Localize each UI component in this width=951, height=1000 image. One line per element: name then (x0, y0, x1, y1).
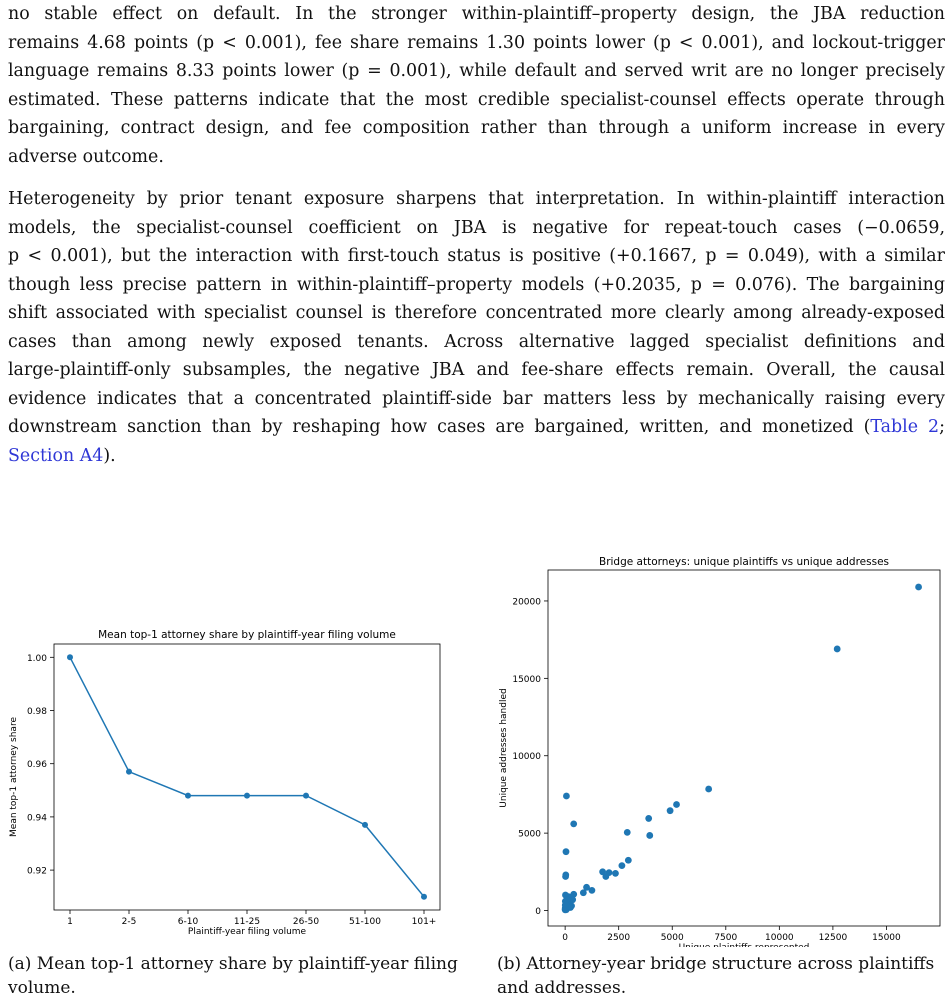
chart-b-point (645, 815, 653, 822)
chart-a-xtick-label: 2-5 (122, 917, 137, 927)
chart-a-point (67, 654, 73, 661)
paragraph-2-line: cases than among newly exposed tenants. … (8, 331, 945, 352)
section-a4-link[interactable]: Section A4 (8, 445, 104, 466)
chart-a-xtick-label: 26-50 (293, 917, 319, 927)
chart-b-ytick-label: 15000 (512, 675, 541, 685)
chart-a-ytick-label: 0.98 (27, 707, 47, 717)
paragraph-2-line: large-plaintiff-only subsamples, the neg… (8, 360, 945, 380)
chart-b-point (583, 883, 590, 891)
chart-a-xtick-label: 1 (67, 917, 73, 927)
chart-b-xtick-label: 2500 (607, 933, 630, 943)
figure-a-chart: Mean top-1 attorney share by plaintiff-y… (9, 629, 441, 937)
paragraph-2-line: shift associated with specialist counsel… (8, 303, 945, 323)
paragraph-1-line: remains 4.68 points (p < 0.001), fee sha… (8, 32, 945, 53)
chart-b-point (562, 848, 570, 856)
paragraph-2-line: p < 0.001), but the interaction with fir… (8, 246, 945, 266)
chart-b-point (624, 856, 632, 864)
ref-separator: ; (939, 417, 945, 437)
chart-b-point (673, 801, 680, 808)
paragraph-1-line: estimated. These patterns indicate that … (8, 89, 945, 110)
caption-b: (b) Attorney-year bridge structure acros… (497, 954, 935, 998)
chart-b-ytick-label: 10000 (512, 752, 541, 762)
chart-b-xtick-label: 7500 (714, 933, 737, 943)
chart-a-xtick-label: 6-10 (178, 917, 199, 927)
paragraph-1-line: adverse outcome. (8, 146, 164, 167)
chart-b-point (599, 868, 607, 876)
figure-b-chart: Bridge attorneys: unique plaintiffs vs u… (499, 556, 941, 947)
paragraph-2: Heterogeneity by prior tenant exposure s… (8, 185, 945, 470)
chart-a-point (421, 893, 427, 900)
chart-b-point (612, 869, 619, 877)
paragraph-2-line: though less precise pattern in within-pl… (8, 274, 945, 295)
chart-b-ytick-label: 5000 (518, 830, 541, 840)
chart-b-point (570, 820, 578, 828)
chart-b-point (562, 900, 570, 908)
chart-b-point (563, 792, 570, 800)
chart-b-point (570, 890, 578, 898)
chart-b-frame (547, 569, 941, 927)
chart-a-ytick-label: 1.00 (27, 654, 47, 664)
chart-a-title: Mean top-1 attorney share by plaintiff-y… (98, 629, 396, 641)
chart-b-ytick-label: 20000 (512, 597, 541, 607)
paragraph-1-line: bargaining, contract design, and fee com… (8, 118, 945, 138)
chart-b-point (588, 887, 596, 894)
ref-close: ). (103, 445, 116, 466)
chart-b-point (623, 828, 631, 836)
chart-b-xtick-label: 12500 (819, 933, 848, 943)
chart-b-xtick-label: 15000 (872, 933, 901, 943)
chart-a-xtick-label: 101+ (412, 917, 437, 927)
chart-a-xtick-label: 11-25 (234, 917, 260, 927)
paragraph-2-line-with-ref: downstream sanction than by reshaping ho… (8, 413, 945, 442)
table-2-link[interactable]: Table 2 (870, 417, 940, 437)
chart-b-point (666, 807, 674, 815)
chart-a-xtick-label: 51-100 (349, 917, 381, 927)
chart-b-title: Bridge attorneys: unique plaintiffs vs u… (599, 556, 889, 568)
chart-b-xtick-label: 5000 (661, 933, 684, 943)
chart-a-point (303, 792, 309, 799)
paragraph-2-line-last: Section A4). (8, 442, 945, 471)
chart-b-ylabel: Unique addresses handled (499, 688, 509, 807)
chart-b-point (915, 583, 922, 591)
chart-b-point (562, 873, 569, 880)
paragraph-2-line: evidence indicates that a concentrated p… (8, 388, 945, 409)
chart-a-ytick-label: 0.92 (27, 867, 47, 877)
chart-a-series-line (69, 656, 425, 898)
paragraph-2-line: Heterogeneity by prior tenant exposure s… (8, 189, 945, 209)
chart-a-xlabel: Plaintiff-year filing volume (188, 927, 307, 937)
chart-b-point (833, 645, 841, 653)
chart-b-point (579, 889, 587, 897)
chart-a-ytick-label: 0.94 (27, 813, 47, 823)
paragraph-1-line: no stable effect on default. In the stro… (8, 4, 945, 24)
paragraph-2-line-text: downstream sanction than by reshaping ho… (8, 417, 871, 437)
chart-b-ytick-label: 0 (535, 907, 541, 917)
chart-b-xlabel: Unique plaintiffs represented (679, 943, 810, 947)
chart-a-point (244, 792, 250, 799)
chart-b-point (618, 862, 626, 870)
chart-a-ytick-label: 0.96 (27, 760, 47, 770)
chart-a-point (126, 768, 132, 775)
chart-a-ylabel: Mean top-1 attorney share (9, 717, 19, 837)
paragraph-2-line: models, the specialist-counsel coefficie… (8, 217, 945, 238)
chart-b-point (705, 785, 713, 793)
chart-b-xtick-label: 0 (562, 933, 568, 943)
chart-b-point (646, 832, 654, 839)
paragraph-1-line: language remains 8.33 points lower (p = … (8, 61, 945, 81)
caption-a: (a) Mean top-1 attorney share by plainti… (8, 954, 458, 998)
chart-a-frame (53, 643, 441, 911)
chart-b-xtick-label: 10000 (765, 933, 794, 943)
chart-a-point (185, 792, 191, 799)
chart-a-point (362, 821, 368, 828)
paragraph-1: no stable effect on default. In the stro… (8, 0, 945, 171)
